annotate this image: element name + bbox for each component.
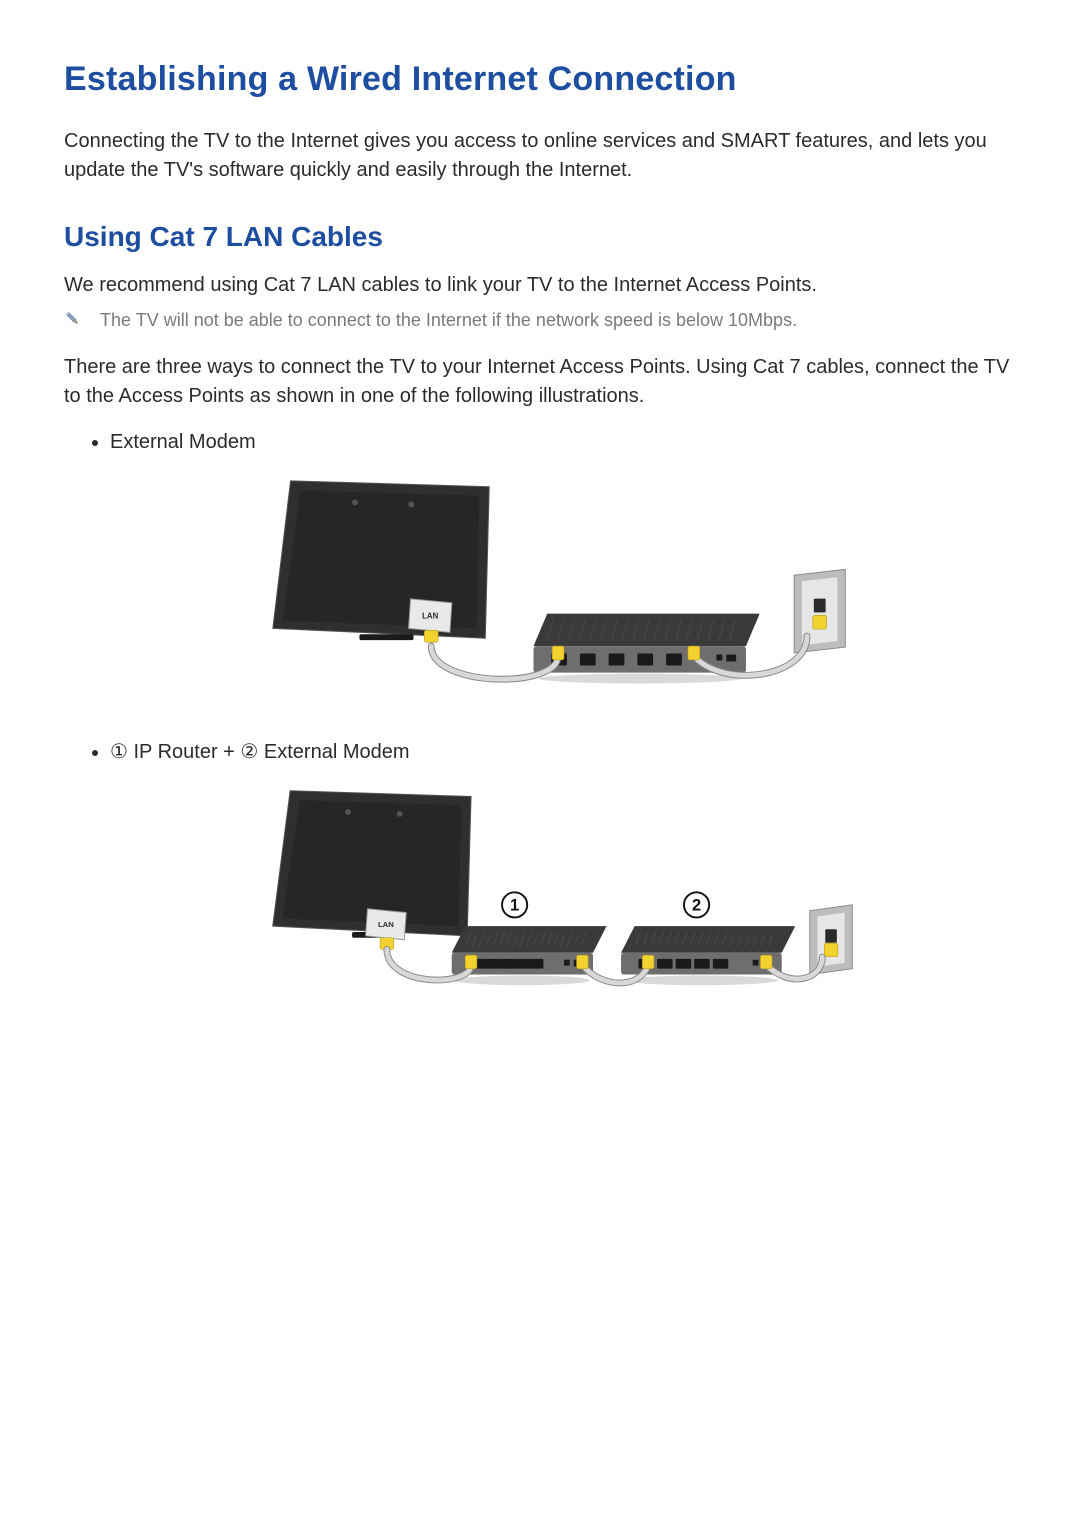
note-text: The TV will not be able to connect to th… (100, 308, 797, 333)
intro-paragraph: Connecting the TV to the Internet gives … (64, 127, 1016, 185)
svg-text:1: 1 (510, 897, 519, 915)
section-subtitle: Using Cat 7 LAN Cables (64, 221, 1016, 253)
svg-text:LAN: LAN (422, 612, 438, 621)
connection-methods-list: External Modem LAN ① IP Router + ② Exter… (64, 427, 1016, 1013)
diagram-router-modem: LAN 1 2 (263, 781, 863, 1013)
list-item: External Modem LAN (110, 427, 1016, 707)
diagram-external-modem: LAN (263, 471, 863, 707)
list-item-label: External Modem (110, 431, 256, 453)
threeways-paragraph: There are three ways to connect the TV t… (64, 353, 1016, 411)
note-row: The TV will not be able to connect to th… (64, 308, 1016, 333)
page-title: Establishing a Wired Internet Connection (64, 60, 1016, 99)
svg-text:LAN: LAN (378, 920, 394, 929)
document-page: Establishing a Wired Internet Connection… (0, 0, 1080, 1527)
pencil-icon (64, 310, 82, 328)
list-item: ① IP Router + ② External Modem LAN 1 2 (110, 737, 1016, 1013)
svg-text:2: 2 (692, 897, 701, 915)
recommend-paragraph: We recommend using Cat 7 LAN cables to l… (64, 271, 1016, 300)
list-item-label: ① IP Router + ② External Modem (110, 741, 410, 763)
